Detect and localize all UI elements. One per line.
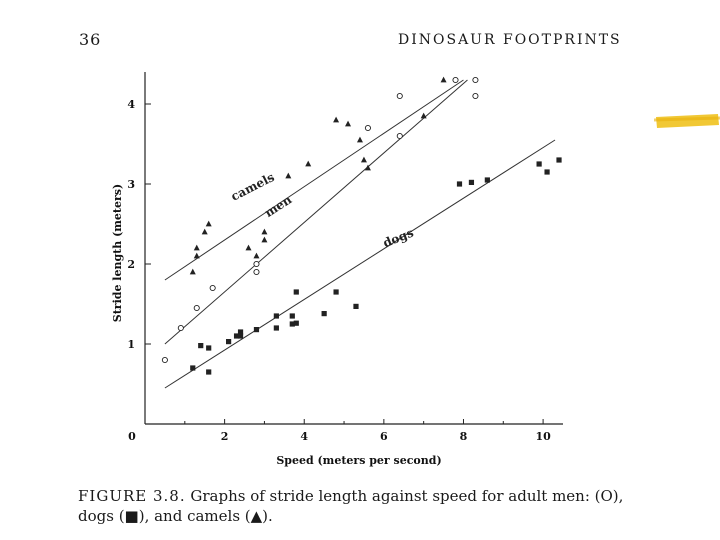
camels-point: [261, 236, 268, 243]
dogs-point: [237, 329, 244, 335]
camels-point: [253, 252, 260, 259]
y-tick-label: 2: [127, 258, 135, 271]
series-annotation-camels: camels: [229, 170, 277, 204]
highlighter-mark: [654, 114, 720, 128]
dogs-point: [544, 169, 550, 175]
dogs-point: [273, 313, 279, 319]
men-point: [209, 284, 216, 292]
dogs-point: [468, 179, 475, 185]
camels-point: [440, 76, 447, 83]
running-head: DINOSAUR FOOTPRINTS: [398, 32, 622, 48]
camels-point: [356, 136, 363, 143]
men-point: [472, 76, 479, 84]
dogs-point: [198, 343, 204, 349]
x-tick-label: 2: [221, 430, 229, 443]
dogs-point: [333, 289, 339, 295]
camels-point: [420, 112, 427, 119]
men-point: [452, 76, 459, 84]
caption-text: Graphs of stride length against speed fo…: [78, 487, 624, 525]
camels-point: [205, 220, 212, 227]
x-tick-label: 0: [128, 430, 136, 443]
dogs-point: [353, 303, 359, 309]
men-point: [253, 268, 260, 276]
dogs-point: [321, 311, 327, 317]
camels-point: [305, 160, 312, 167]
y-tick-label: 4: [127, 98, 135, 111]
camels-trend-line: [164, 79, 464, 281]
y-tick-label: 3: [127, 178, 135, 191]
x-tick-label: 10: [535, 430, 551, 443]
men-point: [177, 324, 184, 332]
dogs-point: [556, 157, 562, 163]
dogs-point: [253, 327, 260, 333]
dogs-point: [206, 369, 212, 375]
men-trend-line: [164, 79, 468, 345]
x-tick-label: 6: [380, 430, 388, 443]
dogs-point: [226, 339, 232, 345]
camels-point: [193, 244, 200, 251]
dogs-point: [289, 313, 295, 319]
camels-point: [364, 164, 371, 171]
men-point: [396, 132, 403, 140]
dogs-point: [293, 289, 299, 295]
page-number: 36: [79, 30, 102, 49]
dogs-point: [237, 333, 244, 339]
dogs-trend-line: [164, 139, 556, 389]
camels-point: [285, 172, 292, 179]
camels-point: [261, 228, 268, 235]
men-point: [193, 304, 200, 312]
dogs-point: [456, 181, 463, 187]
x-tick-label: 8: [460, 430, 468, 443]
dogs-point: [289, 321, 295, 327]
men-point: [253, 260, 260, 268]
dogs-point: [484, 177, 490, 183]
camels-point: [201, 228, 208, 235]
camels-point: [189, 268, 196, 275]
men-point: [472, 92, 479, 100]
chart-axes: [144, 72, 563, 425]
camels-point: [193, 252, 200, 259]
series-annotation-dogs: dogs: [381, 225, 416, 250]
y-tick-label: 1: [127, 338, 135, 351]
trend-lines: [164, 79, 556, 389]
x-tick-label: 4: [300, 430, 308, 443]
dogs-point: [206, 345, 212, 351]
dogs-point: [273, 325, 279, 331]
data-markers: [161, 76, 562, 375]
dogs-point: [190, 365, 196, 371]
dogs-point: [233, 333, 240, 339]
men-point: [396, 92, 403, 100]
camels-point: [360, 156, 367, 163]
camels-point: [345, 120, 352, 127]
dogs-point: [536, 161, 542, 167]
camels-point: [245, 244, 252, 251]
camels-point: [333, 116, 340, 123]
men-point: [161, 356, 168, 364]
dogs-point: [293, 320, 299, 326]
figure-caption: FIGURE 3.8. Graphs of stride length agai…: [78, 486, 638, 526]
x-axis-label: Speed (meters per second): [276, 454, 441, 467]
caption-label: FIGURE 3.8.: [78, 487, 186, 505]
men-point: [364, 124, 371, 132]
y-axis-label: Stride length (meters): [111, 184, 124, 322]
